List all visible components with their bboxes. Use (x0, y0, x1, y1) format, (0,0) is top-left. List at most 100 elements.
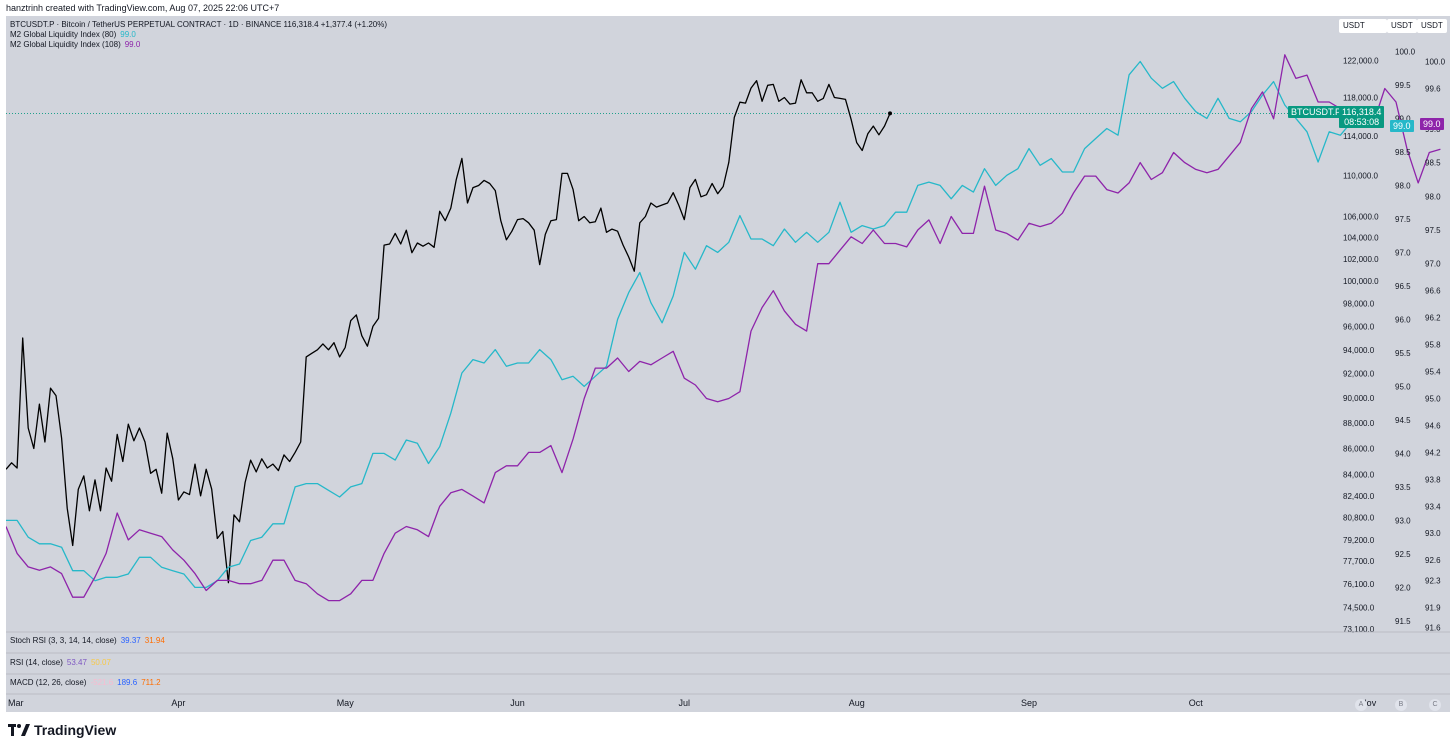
btc-axis-tick: 106,000.0 (1343, 213, 1379, 222)
btc-axis-tick: 73,100.0 (1343, 625, 1375, 634)
chart-canvas[interactable]: 122,000.0 118,000.0 114,000.0 110,000.0 106,… (6, 16, 1450, 712)
macd-value: 189.6 (117, 678, 138, 687)
btc-price-line[interactable] (6, 79, 891, 584)
m2-80-axis-tick: 94.0 (1395, 449, 1411, 458)
btc-axis-tick: 82,400.0 (1343, 492, 1375, 501)
main-series-legend-text: BTCUSDT.P · Bitcoin / TetherUS PERPETUAL… (10, 20, 388, 29)
btc-axis-tick: 79,200.0 (1343, 536, 1375, 545)
btc-axis-tick: 94,000.0 (1343, 346, 1375, 355)
m2-80-axis-tick: 96.0 (1395, 315, 1411, 324)
m2-80-legend-label: M2 Global Liquidity Index (80) (10, 30, 117, 39)
compare-b-button[interactable]: B (1395, 699, 1407, 711)
m2-80-axis-tick: 98.0 (1395, 181, 1411, 190)
m2-80-legend[interactable]: M2 Global Liquidity Index (80) 99.0 (10, 30, 136, 39)
btc-axis-tick: 100,000.0 (1343, 277, 1379, 286)
btc-axis-tick: 88,000.0 (1343, 419, 1375, 428)
m2-80-axis-tick: 100.0 (1395, 47, 1416, 56)
btc-axis-tick: 118,000.0 (1343, 94, 1379, 103)
x-axis-tick: Jul (679, 698, 691, 708)
btc-axis-tick: 80,800.0 (1343, 514, 1375, 523)
m2-108-axis-tick: 96.2 (1425, 314, 1441, 323)
m2-80-axis-tick: 93.0 (1395, 516, 1411, 525)
stoch-rsi-label: Stoch RSI (3, 3, 14, 14, close) (10, 636, 117, 645)
btc-axis-tick: 76,100.0 (1343, 580, 1375, 589)
m2-108-axis-tick: 100.0 (1425, 58, 1446, 67)
btc-axis-tick: 96,000.0 (1343, 322, 1375, 331)
chart-frame: 122,000.0 118,000.0 114,000.0 110,000.0 106,… (6, 16, 1450, 712)
macd-hist-value: -521.6 (90, 678, 114, 687)
m2-80-axis-tick: 91.5 (1395, 617, 1411, 626)
macd-label: MACD (12, 26, close) (10, 678, 87, 687)
btc-countdown: 08:53:08 (1344, 117, 1380, 127)
m2-108-axis-tick: 94.2 (1425, 448, 1441, 457)
btc-axis-tick: 102,000.0 (1343, 255, 1379, 264)
m2-108-axis-tick: 91.9 (1425, 603, 1441, 612)
m2-108-axis-tick: 95.4 (1425, 368, 1441, 377)
brand-name: TradingView (34, 722, 117, 738)
btc-axis-tick: 122,000.0 (1343, 57, 1379, 66)
macd-legend[interactable]: MACD (12, 26, close) -521.6 189.6 711.2 (10, 678, 161, 687)
m2-108-axis-tick: 95.8 (1425, 341, 1441, 350)
rsi-ma-value: 50.07 (90, 658, 111, 667)
chart-credit: hanztrinh created with TradingView.com, … (6, 3, 280, 13)
m2-108-axis-tick: 91.6 (1425, 624, 1441, 633)
m2-108-axis-tick: 93.8 (1425, 475, 1441, 484)
x-axis-tick: Aug (849, 698, 865, 708)
m2-80-axis-tick: 95.0 (1395, 382, 1411, 391)
m2-80-axis-tick: 94.5 (1395, 416, 1411, 425)
m2-80-axis-tick: 92.0 (1395, 583, 1411, 592)
btc-axis-tick: 114,000.0 (1343, 132, 1379, 141)
btc-axis-tick: 74,500.0 (1343, 604, 1375, 613)
m2-80-axis-tick: 97.0 (1395, 248, 1411, 257)
btc-axis-tick: 84,000.0 (1343, 471, 1375, 480)
m2-108-axis-tick: 98.5 (1425, 159, 1441, 168)
btc-axis-tick: 86,000.0 (1343, 445, 1375, 454)
x-axis-tick: Oct (1189, 698, 1204, 708)
btc-name-tag: BTCUSDT.P (1288, 106, 1345, 118)
m2-80-axis-tick: 95.5 (1395, 349, 1411, 358)
m2-108-line[interactable] (6, 54, 1441, 602)
compare-c-button[interactable]: C (1429, 699, 1441, 711)
btc-axis-tick: 104,000.0 (1343, 234, 1379, 243)
stoch-rsi-k-value: 39.37 (120, 636, 141, 645)
m2-80-axis-tick: 98.5 (1395, 148, 1411, 157)
m2-108-legend[interactable]: M2 Global Liquidity Index (108) 99.0 (10, 40, 140, 49)
btc-axis-tick: 110,000.0 (1343, 171, 1379, 180)
x-axis-tick: Mar (8, 698, 24, 708)
m2-108-axis-tick: 92.3 (1425, 576, 1441, 585)
m2-108-axis-tick: 92.6 (1425, 556, 1441, 565)
btc-axis-tick: 90,000.0 (1343, 394, 1375, 403)
btc-price-value: 116,318.4 (1342, 107, 1382, 117)
btc-price-tag: 116,318.4 08:53:08 (1339, 106, 1385, 128)
m2-108-axis-tick: 93.4 (1425, 502, 1441, 511)
main-series-legend[interactable]: BTCUSDT.P · Bitcoin / TetherUS PERPETUAL… (10, 20, 387, 29)
m2-80-line[interactable] (6, 60, 1369, 589)
btc-last-price-dot (888, 111, 893, 116)
m2-80-axis-tick: 97.5 (1395, 215, 1411, 224)
btc-axis-tick: 92,000.0 (1343, 370, 1375, 379)
btc-axis-tick: 98,000.0 (1343, 300, 1375, 309)
m2-108-axis-tick: 99.6 (1425, 85, 1441, 94)
m2-108-axis-tick: 94.6 (1425, 421, 1441, 430)
compare-a-button[interactable]: A (1355, 699, 1367, 711)
stoch-rsi-d-value: 31.94 (144, 636, 165, 645)
m2-80-price-tag: 99.0 (1390, 120, 1414, 132)
tradingview-brand: TradingView (8, 722, 116, 738)
btc-scale-unit[interactable]: USDT (1339, 19, 1387, 33)
m2-108-scale-unit[interactable]: USDT (1417, 19, 1447, 33)
stoch-rsi-legend[interactable]: Stoch RSI (3, 3, 14, 14, close) 39.37 31.9… (10, 636, 165, 645)
btc-axis-tick: 77,700.0 (1343, 557, 1375, 566)
rsi-legend[interactable]: RSI (14, close) 53.47 50.07 (10, 658, 111, 667)
x-axis-tick: Sep (1021, 698, 1037, 708)
tradingview-logo-icon (8, 724, 30, 736)
m2-108-legend-label: M2 Global Liquidity Index (108) (10, 40, 121, 49)
x-axis-tick: Apr (171, 698, 185, 708)
macd-signal-value: 711.2 (141, 678, 161, 687)
m2-108-axis-tick: 93.0 (1425, 529, 1441, 538)
m2-108-axis-tick: 95.0 (1425, 395, 1441, 404)
m2-80-scale-unit[interactable]: USDT (1387, 19, 1417, 33)
m2-108-axis-tick: 96.6 (1425, 287, 1441, 296)
m2-108-price-tag: 99.0 (1420, 118, 1444, 130)
m2-80-axis-tick: 99.5 (1395, 81, 1411, 90)
m2-108-axis-tick: 97.5 (1425, 226, 1441, 235)
